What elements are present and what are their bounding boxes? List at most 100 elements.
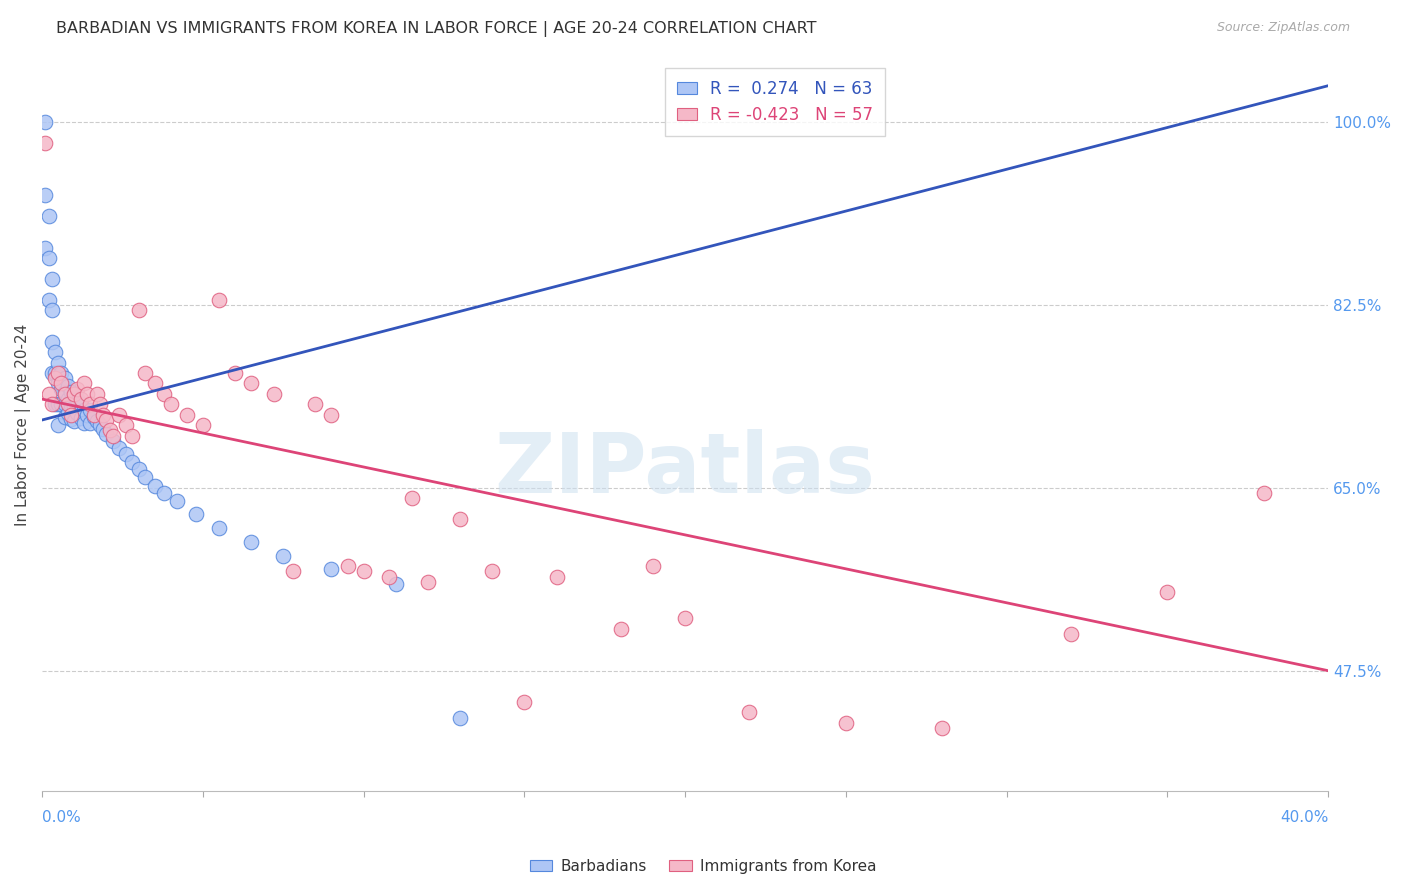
Point	[73, 416, 96, 430]
Point	[44, 397, 66, 411]
Point	[159, 397, 181, 411]
Point	[53, 397, 76, 411]
Point	[34, 188, 56, 202]
Point	[73, 402, 96, 417]
Text: 0.0%: 0.0%	[42, 810, 82, 824]
Point	[546, 569, 568, 583]
Point	[240, 535, 263, 549]
Point	[44, 345, 66, 359]
Point	[60, 384, 83, 399]
Point	[263, 387, 285, 401]
Point	[56, 406, 79, 420]
Point	[46, 397, 69, 411]
Point	[121, 455, 143, 469]
Point	[34, 115, 56, 129]
Point	[108, 408, 131, 422]
Text: BARBADIAN VS IMMIGRANTS FROM KOREA IN LABOR FORCE | AGE 20-24 CORRELATION CHART: BARBADIAN VS IMMIGRANTS FROM KOREA IN LA…	[56, 21, 817, 37]
Point	[321, 562, 343, 576]
Point	[153, 486, 176, 500]
Point	[69, 410, 91, 425]
Point	[208, 293, 231, 307]
Point	[336, 559, 359, 574]
Point	[143, 376, 166, 391]
Point	[73, 376, 96, 391]
Point	[38, 209, 60, 223]
Point	[51, 366, 73, 380]
Text: Source: ZipAtlas.com: Source: ZipAtlas.com	[1216, 21, 1350, 34]
Legend: R =  0.274   N = 63, R = -0.423   N = 57: R = 0.274 N = 63, R = -0.423 N = 57	[665, 68, 884, 136]
Point	[76, 387, 98, 401]
Point	[673, 611, 696, 625]
Point	[79, 402, 101, 417]
Point	[46, 376, 69, 391]
Point	[51, 397, 73, 411]
Point	[46, 418, 69, 433]
Point	[271, 549, 294, 563]
Y-axis label: In Labor Force | Age 20-24: In Labor Force | Age 20-24	[15, 324, 31, 526]
Point	[610, 622, 633, 636]
Legend: Barbadians, Immigrants from Korea: Barbadians, Immigrants from Korea	[523, 853, 883, 880]
Point	[56, 378, 79, 392]
Point	[38, 387, 60, 401]
Point	[86, 414, 108, 428]
Point	[66, 392, 89, 406]
Point	[931, 721, 953, 735]
Point	[60, 408, 83, 422]
Point	[91, 408, 114, 422]
Text: ZIPatlas: ZIPatlas	[495, 428, 876, 509]
Point	[46, 355, 69, 369]
Point	[66, 406, 89, 420]
Point	[79, 416, 101, 430]
Point	[60, 412, 83, 426]
Point	[53, 409, 76, 424]
Point	[41, 303, 63, 318]
Point	[86, 387, 108, 401]
Point	[449, 711, 471, 725]
Point	[208, 520, 231, 534]
Point	[449, 512, 471, 526]
Point	[76, 408, 98, 422]
Point	[98, 424, 121, 438]
Point	[38, 293, 60, 307]
Point	[401, 491, 423, 506]
Point	[153, 387, 176, 401]
Point	[96, 426, 118, 441]
Point	[69, 392, 91, 406]
Point	[114, 418, 136, 433]
Point	[176, 408, 198, 422]
Point	[108, 441, 131, 455]
Point	[416, 574, 439, 589]
Point	[513, 695, 536, 709]
Point	[60, 398, 83, 412]
Point	[143, 479, 166, 493]
Point	[63, 387, 86, 401]
Point	[56, 397, 79, 411]
Point	[101, 434, 124, 448]
Point	[166, 494, 188, 508]
Point	[91, 422, 114, 436]
Point	[63, 414, 86, 428]
Point	[56, 392, 79, 406]
Point	[121, 428, 143, 442]
Point	[1253, 486, 1275, 500]
Point	[1156, 585, 1178, 599]
Point	[46, 366, 69, 380]
Point	[134, 470, 156, 484]
Point	[83, 409, 105, 424]
Point	[53, 371, 76, 385]
Point	[51, 376, 73, 391]
Point	[63, 387, 86, 401]
Point	[44, 366, 66, 380]
Point	[63, 401, 86, 415]
Point	[353, 565, 375, 579]
Point	[101, 428, 124, 442]
Point	[281, 565, 304, 579]
Point	[128, 303, 150, 318]
Point	[38, 251, 60, 265]
Point	[96, 413, 118, 427]
Point	[41, 272, 63, 286]
Point	[89, 397, 111, 411]
Point	[34, 136, 56, 151]
Point	[66, 382, 89, 396]
Point	[69, 397, 91, 411]
